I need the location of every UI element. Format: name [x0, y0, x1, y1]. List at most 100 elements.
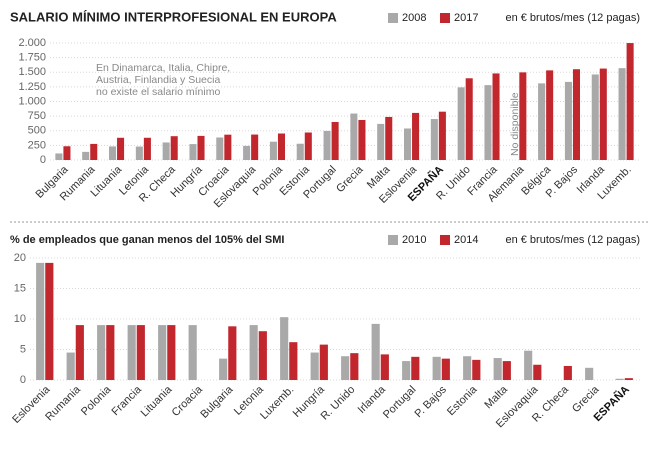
bar	[624, 378, 633, 380]
bar	[224, 134, 232, 160]
bar	[258, 331, 267, 380]
bar	[269, 141, 277, 160]
bar	[484, 85, 492, 160]
bar	[296, 143, 304, 160]
y-tick-label: 1.250	[18, 81, 46, 93]
bar	[90, 143, 98, 160]
bar	[36, 262, 45, 380]
bar	[457, 87, 465, 160]
x-tick-label: R. Unido	[319, 384, 358, 423]
bar	[66, 352, 75, 380]
bar	[591, 74, 599, 160]
bar	[524, 350, 533, 380]
x-tick-label: Lituania	[88, 163, 124, 199]
bar	[350, 113, 358, 160]
bar	[319, 344, 328, 380]
bar	[519, 72, 527, 160]
bar	[136, 325, 145, 380]
bar	[618, 68, 626, 160]
bar	[158, 325, 167, 380]
bar	[371, 323, 380, 380]
bar	[167, 325, 176, 380]
bar	[143, 137, 151, 160]
bar	[502, 361, 511, 380]
bar	[377, 123, 385, 160]
bar	[493, 358, 502, 380]
y-tick-label: 15	[14, 282, 26, 294]
bar	[280, 317, 289, 380]
x-tick-label: Grecia	[334, 163, 366, 195]
bar	[243, 145, 251, 160]
legend-label: 2010	[402, 234, 426, 246]
bar	[438, 111, 446, 160]
x-tick-label: Bulgaria	[198, 383, 236, 421]
y-tick-label: 20	[14, 252, 26, 264]
bar	[492, 73, 500, 160]
bar	[82, 151, 90, 160]
unit-label: en € brutos/mes (12 pagas)	[505, 12, 640, 24]
bar	[188, 325, 197, 380]
bar	[615, 378, 624, 380]
y-tick-label: 0	[40, 154, 46, 166]
bar	[323, 130, 331, 160]
bar	[216, 137, 224, 160]
bar	[472, 359, 481, 380]
bar	[463, 356, 472, 380]
bar	[350, 353, 359, 380]
x-tick-label: Polonia	[79, 383, 114, 418]
x-tick-label: Luxemb.	[258, 384, 296, 422]
bar	[563, 365, 572, 380]
note-line: En Dinamarca, Italia, Chipre,	[96, 62, 230, 74]
legend-swatch	[440, 13, 450, 23]
bar	[97, 325, 106, 380]
y-tick-label: 10	[14, 313, 26, 325]
y-tick-label: 500	[28, 125, 46, 137]
bar	[135, 146, 143, 160]
unit-label: en € brutos/mes (12 pagas)	[505, 234, 640, 246]
bar	[109, 146, 117, 160]
y-tick-label: 5	[20, 343, 26, 355]
bar	[432, 356, 441, 380]
bar	[228, 326, 237, 380]
bar	[189, 144, 197, 160]
bar	[310, 352, 319, 380]
bar	[441, 358, 450, 380]
bar	[249, 325, 258, 380]
x-tick-label: Malta	[482, 383, 510, 411]
y-tick-label: 0	[20, 374, 26, 386]
bar	[341, 356, 350, 380]
bar	[546, 70, 554, 160]
bar	[251, 134, 259, 160]
bar	[45, 262, 54, 380]
bar	[106, 325, 115, 380]
bar	[304, 132, 312, 160]
legend-label: 2017	[454, 12, 478, 24]
x-tick-label: Portugal	[381, 384, 418, 421]
bar	[170, 136, 178, 160]
bar	[127, 325, 136, 380]
bar	[402, 361, 411, 380]
bar	[277, 133, 285, 160]
y-tick-label: 250	[28, 139, 46, 151]
bar	[219, 358, 228, 380]
y-tick-label: 2.000	[18, 37, 46, 49]
bar	[162, 142, 170, 160]
bar	[533, 364, 542, 380]
bar	[411, 356, 420, 380]
bar	[585, 367, 594, 380]
legend-swatch	[388, 13, 398, 23]
bar	[385, 116, 393, 160]
bar	[117, 137, 125, 160]
y-tick-label: 1.750	[18, 52, 46, 64]
bar	[626, 43, 634, 160]
bar	[404, 128, 412, 160]
bar	[380, 354, 389, 380]
bar	[331, 121, 339, 160]
x-tick-label: Lituania	[139, 383, 175, 419]
bar	[63, 146, 71, 160]
y-tick-label: 1.000	[18, 95, 46, 107]
chart-title: SALARIO MÍNIMO INTERPROFESIONAL EN EUROP…	[10, 9, 337, 24]
bar	[358, 119, 366, 160]
bar	[289, 342, 298, 380]
